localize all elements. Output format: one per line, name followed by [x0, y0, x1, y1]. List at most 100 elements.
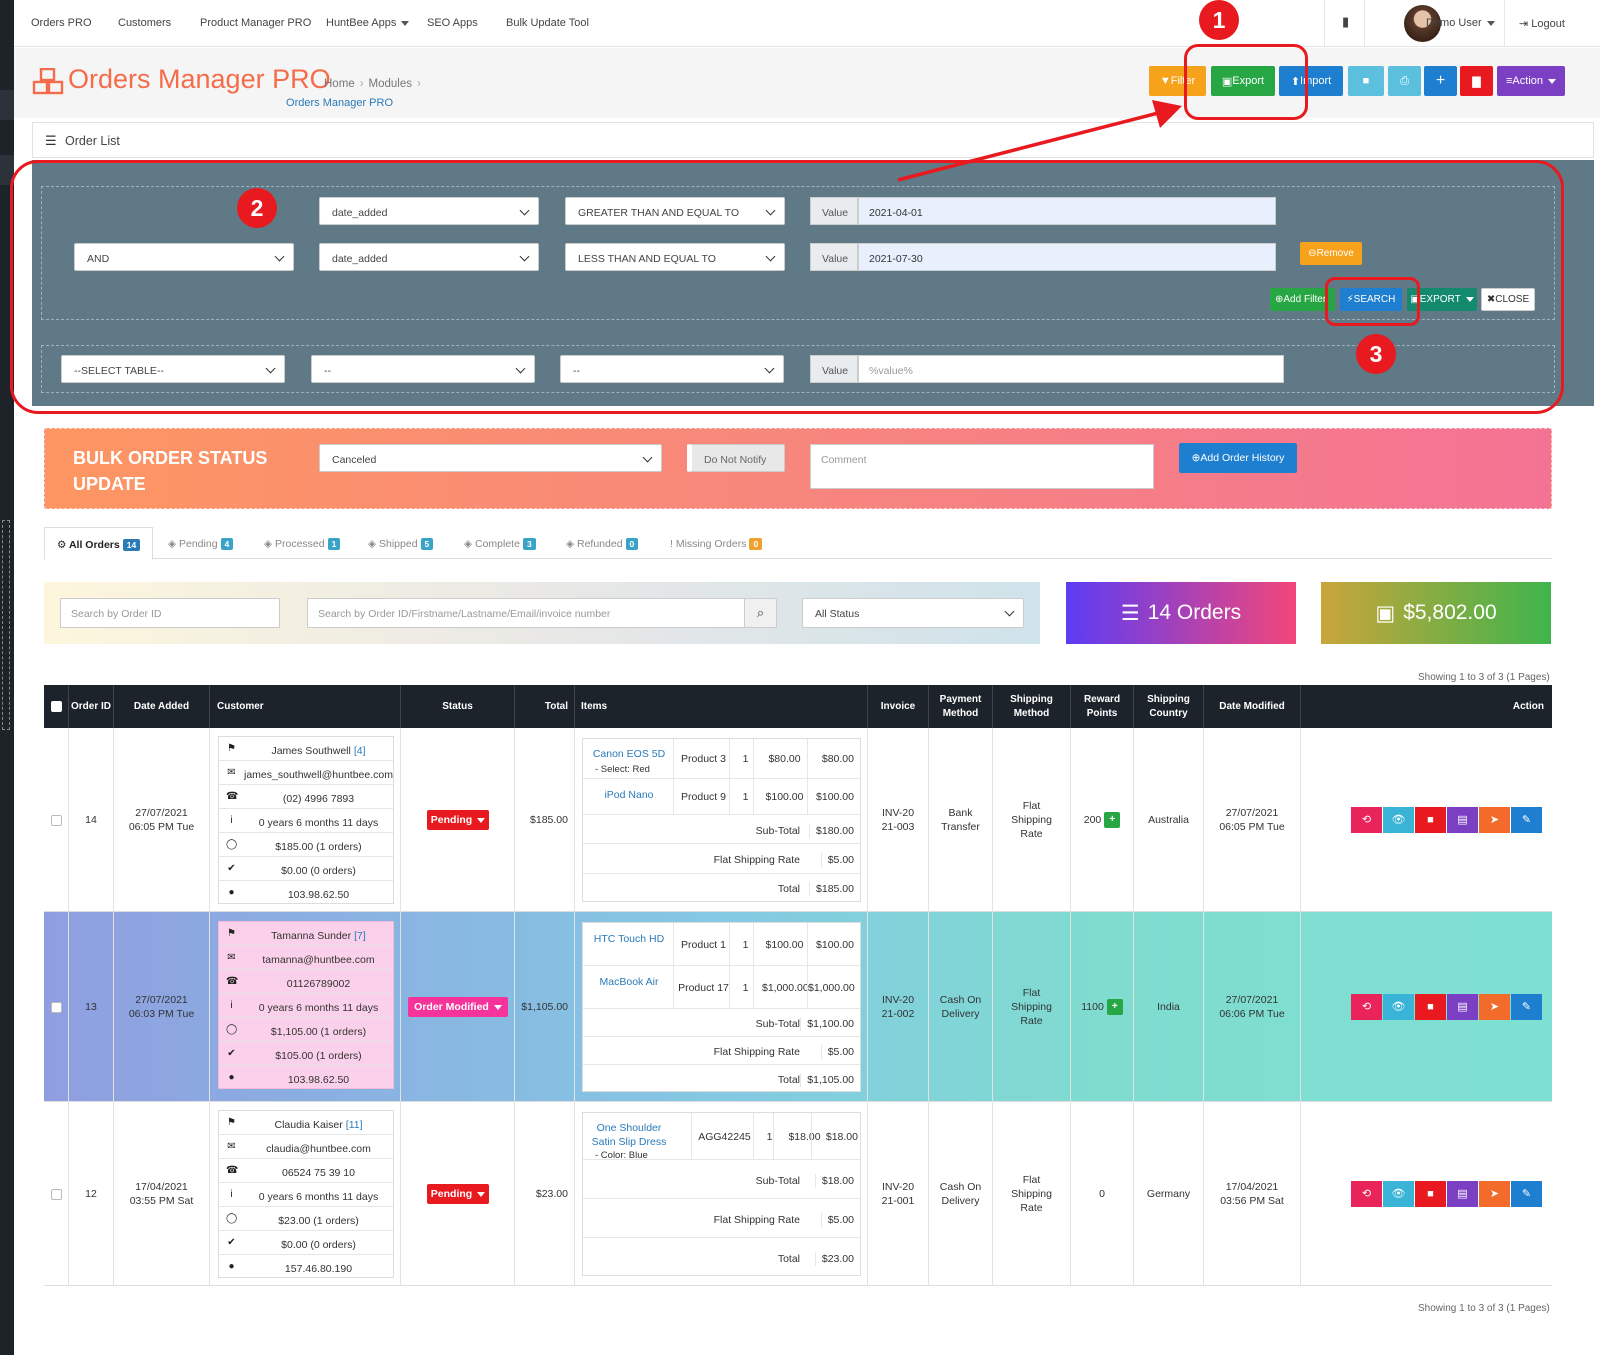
- customer-order-count[interactable]: [7]: [354, 930, 366, 942]
- tab-missing-orders[interactable]: ! Missing Orders 0: [670, 527, 763, 559]
- pdf-icon[interactable]: ▤: [1447, 994, 1478, 1020]
- pdf-icon[interactable]: ▤: [1447, 1181, 1478, 1207]
- order-id-search-input[interactable]: Search by Order ID: [60, 598, 280, 628]
- bookmark-icon[interactable]: ▮: [1342, 14, 1350, 29]
- add-button[interactable]: +: [1424, 66, 1457, 96]
- search-button[interactable]: ⚡ SEARCH: [1340, 288, 1402, 311]
- col-total[interactable]: Total: [515, 685, 575, 728]
- filter-field-select-1[interactable]: date_added: [319, 197, 539, 225]
- col-customer[interactable]: Customer: [210, 685, 401, 728]
- status-filter-select[interactable]: All Status: [802, 598, 1024, 628]
- filter-export-button[interactable]: ▣ EXPORT: [1407, 288, 1477, 311]
- search-icon[interactable]: ⌕: [744, 598, 777, 628]
- status-dropdown-button[interactable]: Pending: [427, 810, 489, 830]
- truck-icon[interactable]: ■: [1415, 1181, 1446, 1207]
- row-checkbox[interactable]: [50, 814, 62, 826]
- order-search-input[interactable]: Search by Order ID/Firstname/Lastname/Em…: [307, 598, 745, 628]
- close-button[interactable]: ✖ CLOSE: [1481, 288, 1535, 311]
- filter-op-select-1[interactable]: GREATER THAN AND EQUAL TO: [565, 197, 785, 225]
- filter-value-input-2[interactable]: 2021-07-30: [858, 243, 1276, 271]
- pdf-icon[interactable]: ▤: [1447, 807, 1478, 833]
- nav-orders-pro[interactable]: Orders PRO: [31, 17, 92, 29]
- col-date-modified[interactable]: Date Modified: [1204, 685, 1301, 728]
- customer-name[interactable]: James Southwell: [271, 745, 351, 757]
- nav-seo-apps[interactable]: SEO Apps: [427, 17, 478, 29]
- avatar[interactable]: [1404, 5, 1441, 42]
- status-dropdown-button[interactable]: Pending: [427, 1184, 489, 1204]
- sidebar-segment[interactable]: [0, 90, 14, 120]
- truck-icon[interactable]: ■: [1415, 994, 1446, 1020]
- delete-button[interactable]: ▇: [1460, 66, 1493, 96]
- breadcrumb-home[interactable]: Home: [324, 78, 355, 90]
- item-name-link[interactable]: iPod Nano: [604, 789, 654, 801]
- nav-huntbee-apps[interactable]: HuntBee Apps: [326, 17, 410, 29]
- item-name-link[interactable]: Canon EOS 5D: [592, 748, 666, 760]
- remove-filter-button[interactable]: ⊖ Remove: [1300, 242, 1362, 265]
- add-reward-icon[interactable]: +: [1106, 999, 1123, 1015]
- view-icon[interactable]: 👁: [1383, 994, 1414, 1020]
- send-icon[interactable]: ➤: [1479, 807, 1510, 833]
- breadcrumb-modules[interactable]: Modules: [368, 78, 412, 90]
- export-button[interactable]: ▣ Export: [1211, 66, 1275, 96]
- send-icon[interactable]: ➤: [1479, 994, 1510, 1020]
- item-name-link[interactable]: One Shoulder Satin Slip Dress: [591, 1122, 667, 1148]
- nav-bulk-update[interactable]: Bulk Update Tool: [506, 17, 589, 29]
- history-icon[interactable]: ⟲: [1351, 994, 1382, 1020]
- col-shipping-method[interactable]: Shipping Method: [993, 685, 1071, 728]
- col-status[interactable]: Status: [401, 685, 515, 728]
- view-icon[interactable]: 👁: [1383, 807, 1414, 833]
- edit-icon[interactable]: ✎: [1511, 1181, 1542, 1207]
- logout-link[interactable]: ⇥ Logout: [1519, 17, 1565, 30]
- history-icon[interactable]: ⟲: [1351, 807, 1382, 833]
- col-shipping-country[interactable]: Shipping Country: [1134, 685, 1204, 728]
- row-checkbox[interactable]: [50, 1001, 62, 1013]
- history-icon[interactable]: ⟲: [1351, 1181, 1382, 1207]
- edit-icon[interactable]: ✎: [1511, 994, 1542, 1020]
- user-menu[interactable]: Demo User: [1426, 17, 1495, 29]
- view-icon[interactable]: 👁: [1383, 1181, 1414, 1207]
- tab-all-orders[interactable]: ⚙ All Orders 14: [44, 527, 153, 560]
- filter-value-input-3[interactable]: %value%: [858, 355, 1284, 383]
- tab-pending[interactable]: ◈ Pending 4: [168, 527, 234, 559]
- bulk-status-select[interactable]: Canceled: [319, 444, 662, 472]
- filter-join-select[interactable]: AND: [74, 243, 294, 271]
- tab-processed[interactable]: ◈ Processed 1: [264, 527, 341, 559]
- nav-customers[interactable]: Customers: [118, 17, 172, 29]
- add-order-history-button[interactable]: ⊕ Add Order History: [1179, 443, 1297, 473]
- customer-name[interactable]: Claudia Kaiser: [274, 1119, 343, 1131]
- customer-order-count[interactable]: [11]: [345, 1119, 363, 1131]
- item-name-link[interactable]: MacBook Air: [599, 976, 659, 988]
- add-reward-icon[interactable]: +: [1104, 812, 1121, 828]
- row-checkbox[interactable]: [50, 1188, 62, 1200]
- select-all-checkbox[interactable]: [50, 701, 62, 712]
- col-date-added[interactable]: Date Added: [114, 685, 210, 728]
- tab-complete[interactable]: ◈ Complete 3: [464, 527, 536, 559]
- filter-op-select-2[interactable]: LESS THAN AND EQUAL TO: [565, 243, 785, 271]
- sidebar-segment[interactable]: [0, 155, 14, 185]
- customer-order-count[interactable]: [4]: [353, 745, 366, 757]
- col-reward-points[interactable]: Reward Points: [1071, 685, 1134, 728]
- breadcrumb-current[interactable]: Orders Manager PRO: [286, 97, 393, 109]
- item-name-link[interactable]: HTC Touch HD: [593, 933, 665, 945]
- nav-product-manager[interactable]: Product Manager PRO: [200, 17, 312, 29]
- customer-name[interactable]: Tamanna Sunder: [271, 930, 352, 942]
- shipping-button[interactable]: ■: [1348, 66, 1384, 96]
- action-button[interactable]: ≡ Action: [1497, 66, 1565, 96]
- col-order-id[interactable]: Order ID: [69, 685, 114, 728]
- filter-field-select-2[interactable]: date_added: [319, 243, 539, 271]
- filter-value-input-1[interactable]: 2021-04-01: [858, 197, 1276, 225]
- print-button[interactable]: ⎙: [1388, 66, 1421, 96]
- notify-toggle[interactable]: Do Not Notify: [687, 444, 785, 472]
- table-select[interactable]: --SELECT TABLE--: [61, 355, 285, 383]
- field-select-empty[interactable]: --: [311, 355, 535, 383]
- op-select-empty[interactable]: --: [560, 355, 784, 383]
- add-filter-button[interactable]: ⊕ Add Filter: [1270, 288, 1335, 311]
- status-dropdown-button[interactable]: Order Modified: [408, 997, 508, 1017]
- tab-shipped[interactable]: ◈ Shipped 5: [368, 527, 434, 559]
- comment-textarea[interactable]: Comment: [810, 444, 1154, 489]
- col-invoice[interactable]: Invoice: [868, 685, 929, 728]
- send-icon[interactable]: ➤: [1479, 1181, 1510, 1207]
- filter-button[interactable]: ▼ Filter: [1149, 66, 1206, 96]
- truck-icon[interactable]: ■: [1415, 807, 1446, 833]
- edit-icon[interactable]: ✎: [1511, 807, 1542, 833]
